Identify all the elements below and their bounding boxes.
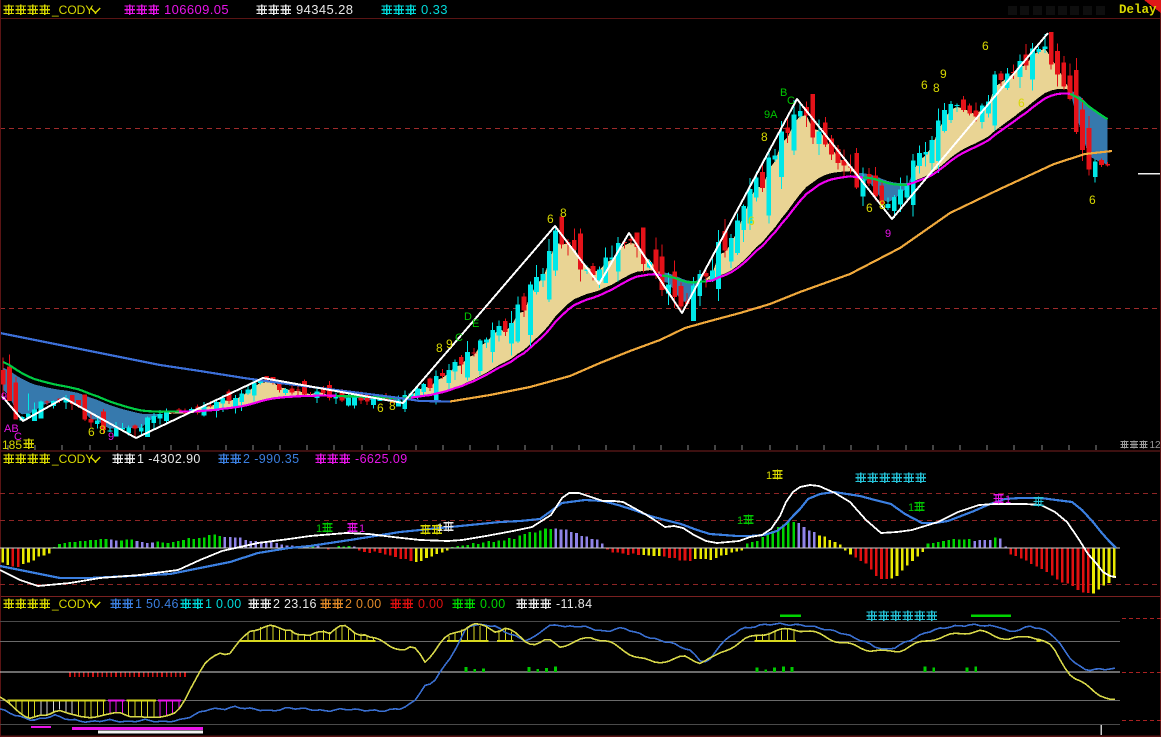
svg-text:-6625.09: -6625.09: [355, 452, 408, 466]
svg-text:1 0.00: 1 0.00: [205, 597, 242, 611]
svg-text:9: 9: [1, 391, 7, 403]
svg-text:9: 9: [108, 431, 114, 443]
svg-text:D: D: [464, 311, 472, 323]
svg-text:8: 8: [560, 206, 567, 220]
svg-text:B: B: [780, 87, 787, 99]
svg-text:6: 6: [921, 78, 928, 92]
svg-text:2 -990.35: 2 -990.35: [243, 452, 299, 466]
svg-text:1: 1: [1005, 494, 1011, 506]
svg-text:1 -4302.90: 1 -4302.90: [137, 452, 201, 466]
svg-text:6: 6: [1089, 193, 1096, 207]
svg-text:AB: AB: [4, 423, 19, 435]
svg-text:6: 6: [377, 401, 384, 415]
svg-text:8: 8: [933, 81, 940, 95]
svg-text:C: C: [787, 95, 795, 107]
svg-text:6: 6: [866, 201, 873, 215]
svg-text:8: 8: [879, 198, 886, 212]
svg-text:C: C: [14, 431, 22, 443]
svg-text:9A: 9A: [764, 109, 778, 121]
svg-text:8: 8: [99, 423, 106, 437]
svg-text:Delay: Delay: [1119, 3, 1157, 17]
svg-text:12: 12: [1150, 440, 1161, 451]
svg-text:1: 1: [316, 523, 322, 535]
svg-text:9: 9: [940, 67, 947, 81]
svg-text:9: 9: [446, 337, 453, 351]
svg-text:2 23.16: 2 23.16: [273, 597, 317, 611]
svg-text:9: 9: [885, 228, 891, 240]
svg-text:E: E: [472, 318, 479, 330]
svg-text:0.00: 0.00: [480, 597, 506, 611]
svg-text:0.33: 0.33: [421, 2, 448, 17]
svg-text:8: 8: [436, 341, 443, 355]
svg-text:1: 1: [437, 522, 443, 534]
svg-text:8: 8: [761, 130, 768, 144]
svg-text:1: 1: [737, 515, 743, 527]
svg-text:0.00: 0.00: [418, 597, 444, 611]
svg-text:1: 1: [359, 523, 365, 535]
svg-text:-11.84: -11.84: [556, 597, 592, 611]
svg-text:94345.28: 94345.28: [296, 2, 353, 17]
svg-text:6: 6: [1018, 96, 1025, 110]
svg-text:_CODY: _CODY: [51, 597, 93, 611]
svg-text:_CODY: _CODY: [51, 3, 93, 17]
svg-text:6: 6: [748, 214, 755, 228]
svg-text:1: 1: [766, 470, 772, 482]
svg-text:106609.05: 106609.05: [164, 2, 229, 17]
svg-text:_CODY: _CODY: [51, 452, 93, 466]
svg-text:185: 185: [2, 438, 22, 452]
svg-text:6: 6: [982, 39, 989, 53]
svg-text:8: 8: [389, 399, 396, 413]
svg-text:6: 6: [547, 212, 554, 226]
svg-text:6: 6: [88, 425, 95, 439]
svg-text:2 0.00: 2 0.00: [345, 597, 382, 611]
svg-text:1 50.46: 1 50.46: [135, 597, 179, 611]
svg-text:1: 1: [908, 502, 914, 514]
svg-text:C: C: [455, 332, 463, 344]
